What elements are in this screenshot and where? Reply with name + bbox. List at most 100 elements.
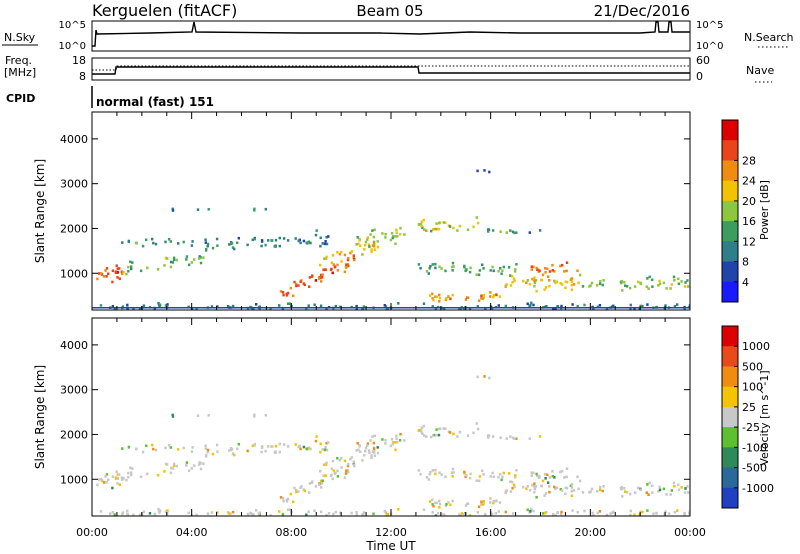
- velocity-cell: [199, 462, 202, 465]
- power-cell: [500, 272, 503, 276]
- power-cell: [98, 272, 101, 275]
- velocity-cell: [476, 375, 479, 379]
- velocity-cell: [294, 443, 297, 446]
- power-cell: [321, 273, 324, 276]
- time-tick-label: 00:00: [674, 526, 706, 539]
- power-cell: [397, 302, 400, 305]
- power-cell: [677, 277, 680, 281]
- power-cell: [170, 260, 173, 264]
- velocity-cell: [253, 413, 256, 417]
- velocity-cell: [509, 435, 512, 438]
- velocity-cell: [231, 452, 235, 455]
- power-cell: [576, 269, 579, 273]
- velocity-cell: [299, 447, 302, 451]
- velocity-cell: [425, 435, 428, 438]
- power-cell: [205, 247, 208, 251]
- velocity-cell: [652, 512, 655, 515]
- power-cell: [491, 265, 494, 269]
- velocity-cell: [529, 510, 532, 513]
- power-cell: [629, 303, 632, 307]
- power-cell: [538, 229, 542, 232]
- velocity-cell: [373, 454, 377, 457]
- velocity-cell: [207, 414, 210, 417]
- power-colorbar-tick: 16: [742, 215, 756, 228]
- power-cell: [297, 284, 300, 287]
- velocity-cell: [356, 442, 359, 445]
- velocity-cell: [364, 449, 367, 453]
- velocity-cell: [392, 441, 395, 444]
- power-cell: [491, 229, 495, 232]
- power-cell: [504, 285, 507, 289]
- power-cell: [324, 240, 327, 243]
- velocity-cell: [299, 486, 302, 489]
- velocity-cell: [118, 483, 121, 486]
- power-cell: [438, 300, 441, 303]
- velocity-cell: [552, 513, 555, 516]
- power-cell: [444, 221, 447, 224]
- velocity-cell: [336, 469, 339, 473]
- power-cell: [525, 281, 528, 285]
- power-cell: [578, 273, 582, 277]
- power-cell: [333, 265, 337, 269]
- velocity-cell: [475, 422, 478, 425]
- velocity-cell: [530, 507, 533, 511]
- velocity-cell: [669, 493, 672, 496]
- velocity-cell: [314, 485, 318, 488]
- power-cell: [331, 253, 335, 257]
- velocity-cell: [551, 475, 554, 478]
- power-cell: [545, 305, 548, 308]
- power-cell: [450, 265, 454, 269]
- power-cell: [672, 275, 676, 279]
- velocity-cell: [297, 445, 300, 449]
- velocity-cell: [282, 499, 285, 503]
- power-cell: [554, 281, 557, 285]
- power-cell: [683, 285, 687, 288]
- velocity-cell: [216, 450, 219, 453]
- power-cell: [315, 229, 318, 232]
- velocity-cell: [297, 490, 300, 493]
- velocity-colorbar-tick: 100: [742, 381, 763, 394]
- power-cell: [565, 269, 568, 273]
- velocity-cell: [538, 435, 542, 438]
- cpid-label: CPID: [6, 92, 35, 105]
- power-cell: [651, 285, 654, 288]
- velocity-cell: [530, 474, 533, 477]
- power-cell: [435, 222, 438, 225]
- velocity-cell: [364, 446, 368, 450]
- velocity-cell: [576, 510, 579, 514]
- power-cell: [452, 265, 455, 268]
- velocity-cell: [499, 473, 502, 476]
- power-cell: [540, 278, 543, 282]
- power-cell: [383, 304, 386, 307]
- power-cell: [533, 284, 536, 288]
- power-cell: [320, 280, 323, 283]
- power-cell: [419, 266, 422, 270]
- velocity-cell: [477, 505, 481, 509]
- power-cell: [355, 243, 358, 246]
- power-cell: [330, 261, 333, 265]
- velocity-cell: [330, 467, 333, 471]
- velocity-cell: [624, 490, 627, 493]
- power-cell: [278, 236, 281, 240]
- velocity-colorbar-swatch: [722, 467, 738, 489]
- power-cell: [139, 269, 143, 273]
- velocity-cell: [438, 427, 441, 431]
- velocity-cell: [565, 486, 569, 490]
- power-colorbar-tick: 12: [742, 235, 756, 248]
- power-cell: [293, 280, 296, 284]
- velocity-cell: [425, 476, 429, 479]
- velocity-cell: [318, 483, 321, 486]
- velocity-cell: [548, 476, 552, 479]
- power-cell: [514, 268, 517, 271]
- velocity-cell: [452, 432, 455, 436]
- power-cell: [676, 303, 679, 306]
- velocity-cell: [229, 448, 233, 452]
- power-cell: [125, 272, 128, 276]
- power-cell: [145, 238, 148, 242]
- velocity-cell: [478, 475, 482, 478]
- velocity-cell: [673, 484, 676, 488]
- velocity-cell: [578, 479, 582, 483]
- power-cell: [515, 231, 518, 234]
- power-cell: [531, 277, 534, 281]
- power-cell: [285, 292, 288, 296]
